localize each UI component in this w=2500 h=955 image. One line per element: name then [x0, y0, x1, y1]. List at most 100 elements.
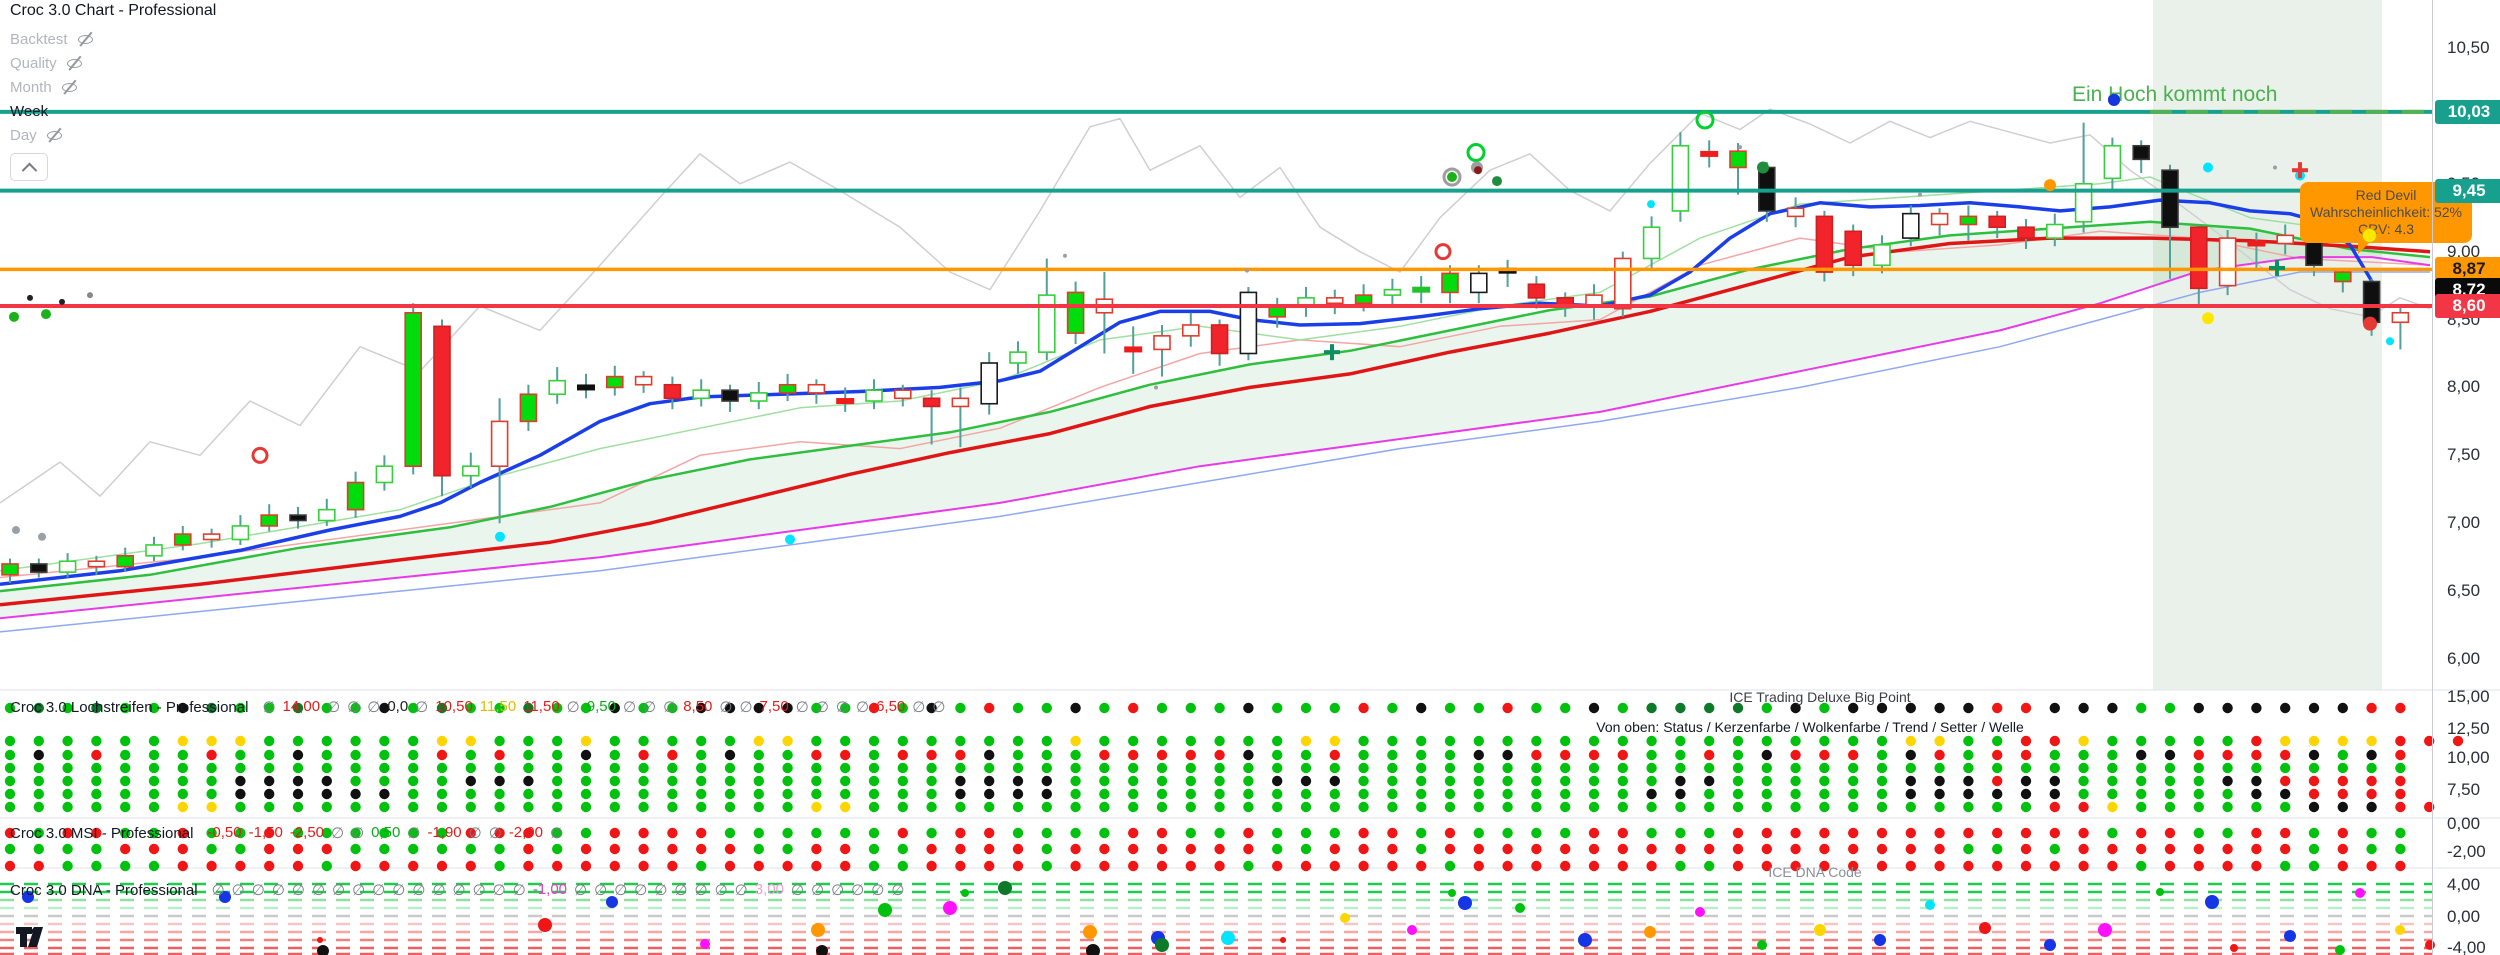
indicator-value: ∅: [331, 825, 345, 842]
indicator-value: ∅: [694, 882, 708, 899]
axis-label: 9,45: [2435, 178, 2500, 203]
layer-label: Backtest: [10, 30, 68, 48]
dna-code-title: ICE DNA Code: [1768, 864, 1862, 880]
indicator-value: ∅: [566, 699, 580, 716]
indicator-value: ∅: [332, 882, 346, 899]
indicator-value: -2,90: [508, 824, 544, 841]
indicator-value: ∅: [262, 699, 276, 716]
indicator-value: ∅: [311, 882, 326, 899]
indicator-value: ∅: [231, 882, 245, 899]
axis-label: 7,50: [2447, 445, 2481, 465]
eye-off-icon[interactable]: [46, 126, 64, 144]
indicator-label-dna[interactable]: Croc 3.0 DNA - Professional ∅ ∅ ∅ ∅ ∅ ∅ ∅ ∅ ∅ ∅ ∅ ∅ ∅…: [10, 881, 905, 899]
indicator-value: ∅: [663, 699, 677, 716]
indicator-value: ∅: [291, 882, 305, 899]
indicator-value: ∅: [472, 882, 486, 899]
bigpoint-title: ICE Trading Deluxe Big Point: [1729, 689, 1911, 705]
indicator-value: ∅: [392, 882, 406, 899]
sidebar-item-day[interactable]: Day: [10, 123, 216, 147]
indicator-value: ∅: [790, 882, 805, 899]
indicator-value: -0,50: [207, 824, 242, 841]
indicator-value: ∅: [271, 882, 285, 899]
indicator-value: ∅: [594, 882, 608, 899]
indicator-value: 11,50: [523, 698, 560, 715]
axis-label: 8,87: [2435, 257, 2500, 282]
sidebar-item-backtest[interactable]: Backtest: [10, 27, 216, 51]
indicator-value: -1,90: [427, 824, 462, 841]
indicator-label-msi[interactable]: Croc 3.0 MSI - Professional -0,50 -1,50 -2,…: [10, 824, 564, 842]
indicator-value: ∅: [327, 699, 341, 716]
axis-label: 4,00: [2447, 875, 2481, 894]
layer-label: Week: [10, 102, 49, 120]
red-devil-probability: Wahrscheinlichkeit: 52%: [2310, 204, 2462, 220]
axis-label: 0,00: [2447, 814, 2481, 833]
indicator-value: 14,00: [282, 698, 321, 715]
price-axis[interactable]: 10,509,509,008,508,007,507,006,506,0015,…: [2432, 0, 2500, 955]
indicator-value: ∅: [432, 882, 446, 899]
indicator-value: ∅: [912, 699, 926, 716]
indicator-value: ∅: [352, 882, 366, 899]
indicator-value: 8,50: [683, 698, 713, 715]
indicator-value: ∅: [643, 699, 657, 716]
indicator-value: ∅: [871, 882, 885, 899]
indicator-value: ∅: [811, 882, 825, 899]
indicator-value: ∅: [614, 882, 628, 899]
indicator-value: 10,50: [435, 698, 473, 715]
indicator-value: 11,50: [479, 698, 517, 715]
eye-off-icon[interactable]: [66, 54, 84, 72]
indicator-value: ∅: [367, 699, 381, 716]
indicator-value: ∅: [734, 882, 748, 899]
indicator-value: ∅: [654, 882, 668, 899]
indicator-value: ∅: [412, 882, 426, 899]
indicator-value: ∅: [851, 882, 865, 899]
indicator-value: 9,50: [586, 698, 616, 715]
axis-label: 6,50: [2447, 581, 2481, 601]
indicator-value: 0,0: [387, 698, 409, 715]
eye-off-icon[interactable]: [61, 78, 79, 96]
axis-label: 8,60: [2435, 293, 2500, 318]
indicator-value: ∅: [468, 825, 482, 842]
axis-label: 7,50: [2447, 780, 2481, 799]
blue-dot-marker: [2108, 94, 2120, 106]
sidebar-item-month[interactable]: Month: [10, 75, 216, 99]
axis-label: -4,00: [2447, 938, 2486, 955]
collapse-button[interactable]: [10, 153, 48, 181]
axis-label: 6,00: [2447, 649, 2481, 668]
layers-menu: Croc 3.0 Chart - Professional Backtest Qu…: [10, 2, 216, 181]
red-devil-title: Red Devil: [2355, 187, 2417, 203]
eye-off-icon[interactable]: [77, 30, 95, 48]
layer-label: Quality: [10, 54, 57, 72]
indicator-value: ∅: [347, 699, 361, 716]
indicator-value: ∅: [835, 699, 849, 716]
indicator-value: ∅: [795, 699, 809, 716]
sidebar-item-week[interactable]: Week: [10, 99, 216, 123]
layer-label: Month: [10, 78, 52, 96]
axis-label: 15,00: [2447, 687, 2490, 706]
axis-label: 0,00: [2447, 907, 2481, 926]
tradingview-logo[interactable]: [14, 925, 54, 949]
axis-label: 10,50: [2447, 38, 2490, 57]
indicator-value: ∅: [251, 882, 265, 899]
indicator-value: -1,50: [248, 824, 283, 841]
indicator-value: ∅: [488, 825, 502, 842]
indicator-value: ∅: [739, 699, 753, 716]
indicator-value: ∅: [674, 882, 688, 899]
indicator-value: ∅: [815, 699, 829, 716]
indicator-label-lochstreifen[interactable]: Croc 3.0 Lochstreifen - Professional ∅ 14,…: [10, 698, 946, 716]
indicator-value: ∅: [351, 825, 365, 842]
indicator-value: ∅: [211, 882, 225, 899]
indicator-value: ∅: [622, 699, 637, 716]
indicator-value: ∅: [714, 882, 728, 899]
axis-label: 9,00: [2447, 241, 2481, 261]
indicator-value: ∅: [831, 882, 845, 899]
indicator-value: ∅: [891, 882, 905, 899]
sidebar-item-quality[interactable]: Quality: [10, 51, 216, 75]
indicator-value: ∅: [407, 825, 421, 842]
indicator-value: ∅: [452, 882, 466, 899]
annotation-ein-hoch[interactable]: Ein Hoch kommt noch: [2072, 83, 2278, 106]
indicator-value: ∅: [855, 699, 870, 716]
axis-label: 8,00: [2447, 377, 2481, 397]
indicator-value: -2,50: [289, 824, 325, 841]
